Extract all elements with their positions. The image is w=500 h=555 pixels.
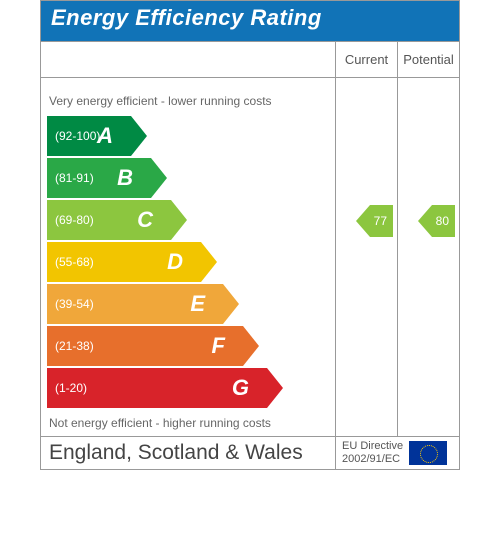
band-d: (55-68) D xyxy=(47,242,201,282)
band-e: (39-54) E xyxy=(47,284,223,324)
eu-flag-icon xyxy=(409,441,447,465)
band-g: (1-20) G xyxy=(47,368,267,408)
band-letter-a: A xyxy=(97,123,113,149)
directive-line1: EU Directive xyxy=(342,440,403,453)
band-range-e: (39-54) xyxy=(47,297,94,311)
footer-row: England, Scotland & Wales EU Directive 2… xyxy=(41,436,459,469)
current-column: 77 xyxy=(335,78,397,436)
band-letter-c: C xyxy=(137,207,153,233)
column-header-current: Current xyxy=(335,42,397,77)
band-letter-f: F xyxy=(212,333,225,359)
band-letter-d: D xyxy=(167,249,183,275)
current-pointer: 77 xyxy=(356,205,393,237)
band-f: (21-38) F xyxy=(47,326,243,366)
band-a: (92-100)A xyxy=(47,116,131,156)
efficiency-note-top: Very energy efficient - lower running co… xyxy=(47,92,335,116)
chart-body: Very energy efficient - lower running co… xyxy=(41,78,459,436)
band-range-b: (81-91) xyxy=(47,171,94,185)
chart-title: Energy Efficiency Rating xyxy=(41,1,459,41)
column-header-row: Current Potential xyxy=(41,41,459,78)
band-range-c: (69-80) xyxy=(47,213,94,227)
band-range-g: (1-20) xyxy=(47,381,87,395)
current-value: 77 xyxy=(370,205,393,237)
band-c: (69-80) C xyxy=(47,200,171,240)
directive-text: EU Directive 2002/91/EC xyxy=(342,440,403,466)
current-pointer-tip xyxy=(356,205,370,237)
band-letter-e: E xyxy=(190,291,205,317)
band-range-d: (55-68) xyxy=(47,255,94,269)
footer-directive: EU Directive 2002/91/EC xyxy=(335,437,459,469)
directive-line2: 2002/91/EC xyxy=(342,453,403,466)
band-letter-b: B xyxy=(117,165,133,191)
bands-column: Very energy efficient - lower running co… xyxy=(41,78,335,436)
band-b: (81-91) B xyxy=(47,158,151,198)
band-range-f: (21-38) xyxy=(47,339,94,353)
efficiency-note-bottom: Not energy efficient - higher running co… xyxy=(47,410,335,432)
band-range-a: (92-100) xyxy=(47,129,100,143)
potential-column: 80 xyxy=(397,78,459,436)
band-letter-g: G xyxy=(232,375,249,401)
potential-pointer-tip xyxy=(418,205,432,237)
column-header-spacer xyxy=(41,42,335,77)
potential-value: 80 xyxy=(432,205,455,237)
epc-chart: Energy Efficiency Rating Current Potenti… xyxy=(40,0,460,470)
potential-pointer: 80 xyxy=(418,205,455,237)
footer-region: England, Scotland & Wales xyxy=(41,437,335,469)
column-header-potential: Potential xyxy=(397,42,459,77)
